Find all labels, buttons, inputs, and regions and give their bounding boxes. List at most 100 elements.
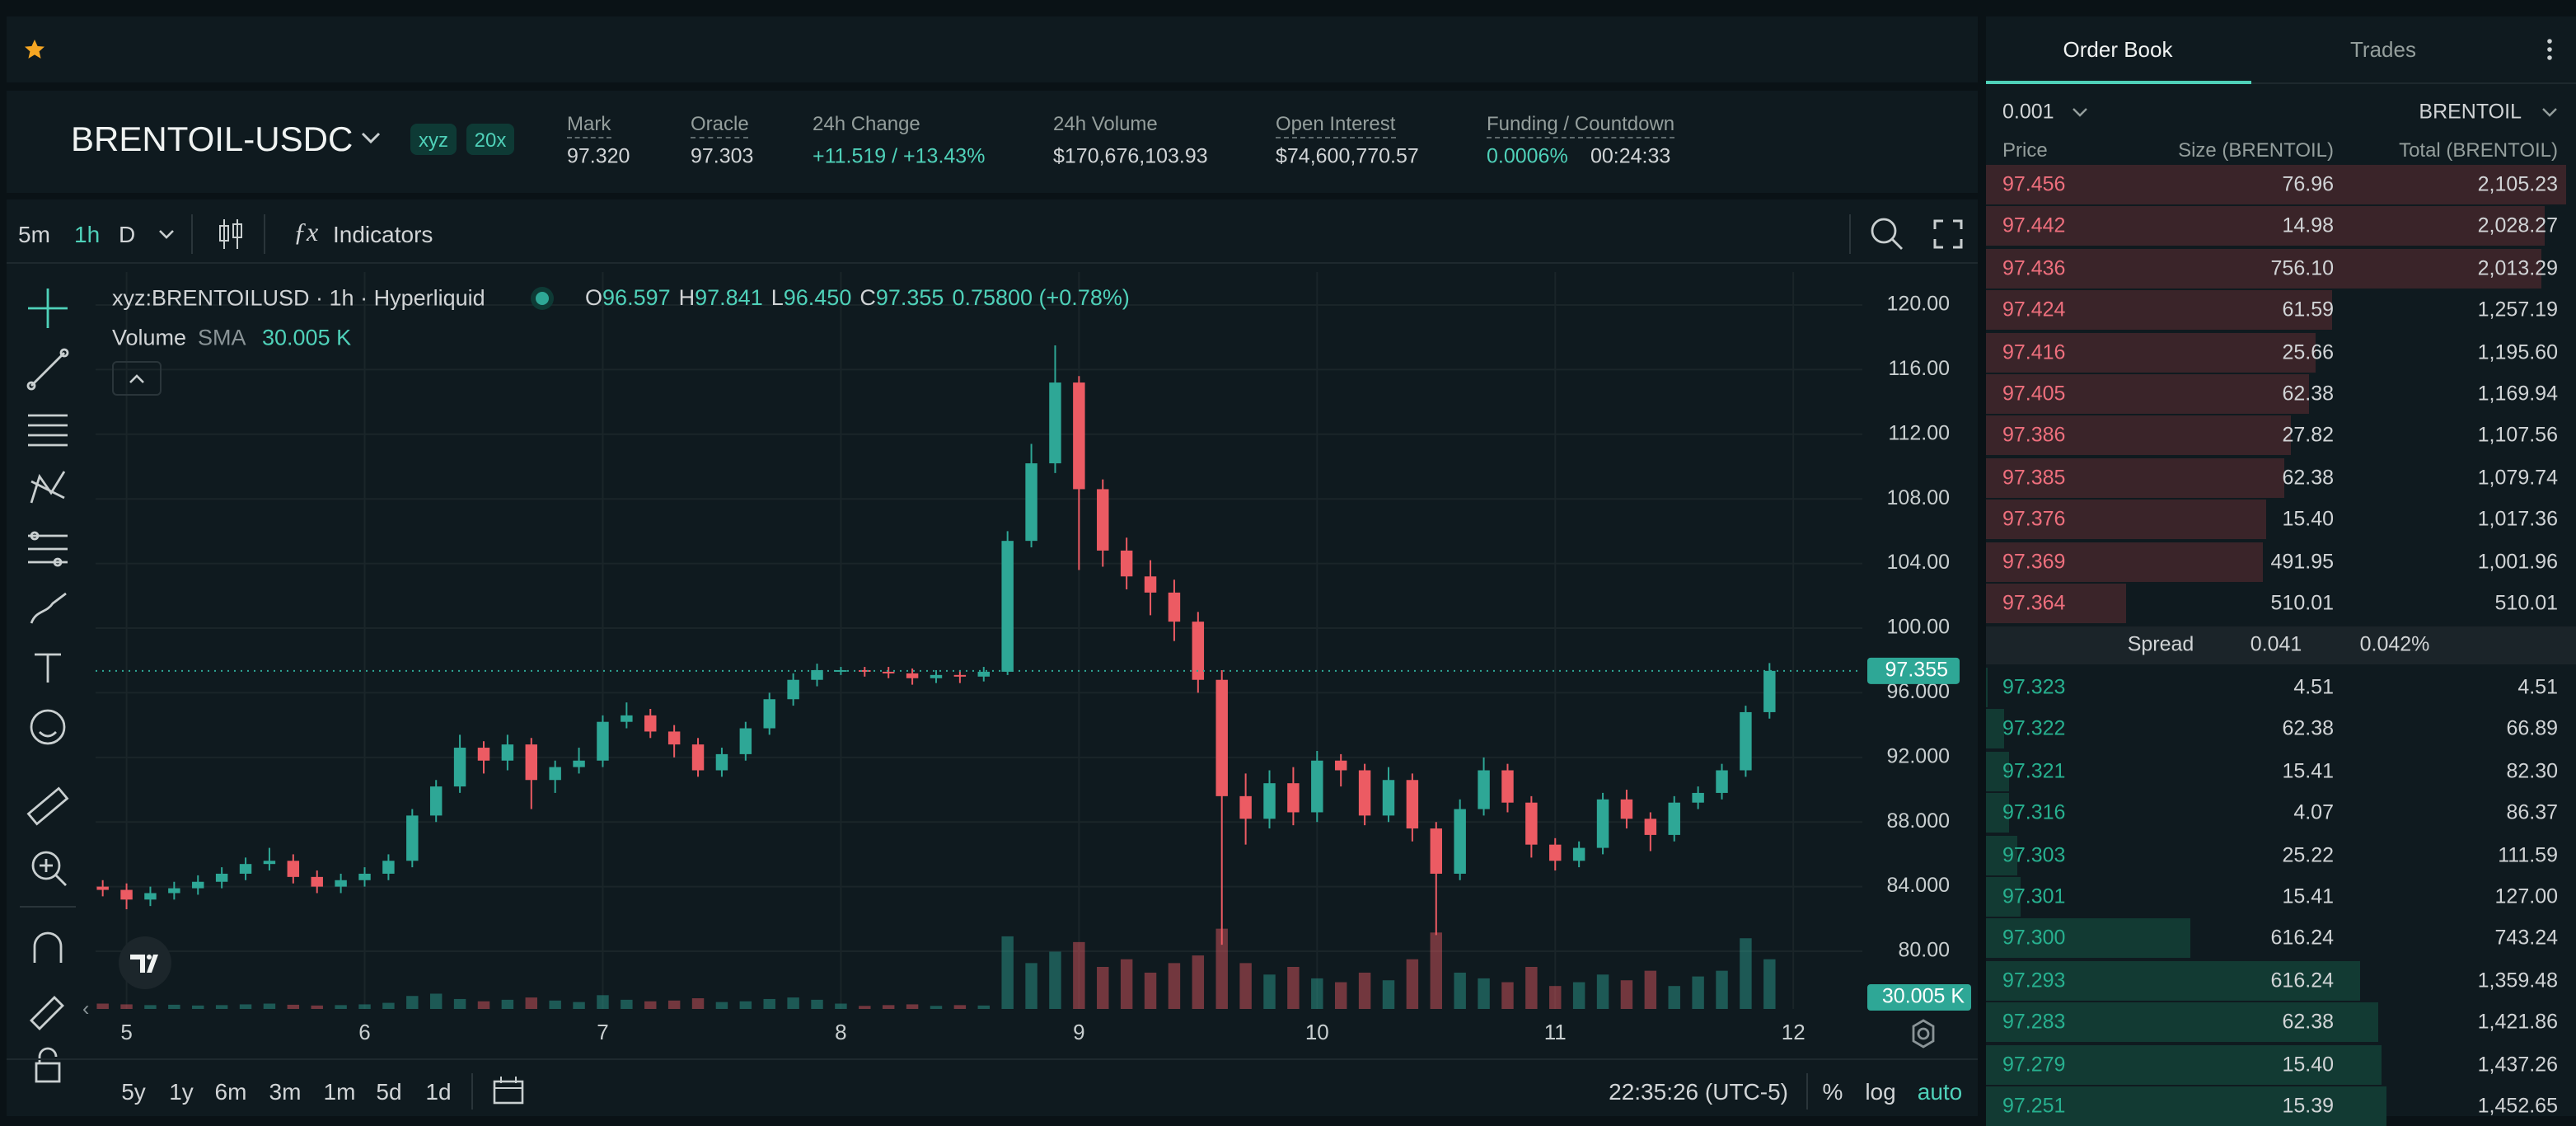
range-button[interactable]: 1d bbox=[425, 1078, 452, 1105]
fib-tool[interactable] bbox=[28, 414, 68, 447]
candle-body bbox=[1454, 809, 1466, 874]
order-size: 15.40 bbox=[2282, 507, 2334, 531]
volume-bar bbox=[1287, 967, 1300, 1009]
scale-option[interactable]: % bbox=[1822, 1078, 1843, 1105]
range-button[interactable]: 5d bbox=[376, 1078, 402, 1105]
candle-body bbox=[1740, 711, 1752, 771]
range-button[interactable]: 1y bbox=[169, 1078, 194, 1105]
candle-body bbox=[477, 748, 490, 761]
volume-bar bbox=[597, 995, 609, 1009]
trendline-tool[interactable] bbox=[26, 348, 69, 391]
chevron[interactable] bbox=[2070, 106, 2090, 119]
legend-value: 97.841 bbox=[695, 285, 763, 310]
order-total: 2,028.27 bbox=[2477, 214, 2558, 238]
chevron[interactable] bbox=[157, 228, 176, 241]
spread-value: 0.041 bbox=[2250, 632, 2302, 656]
candle-body bbox=[691, 744, 705, 771]
zoom-icon[interactable] bbox=[1869, 216, 1905, 252]
order-price: 97.442 bbox=[2002, 214, 2066, 238]
interval[interactable]: D bbox=[119, 221, 136, 247]
y-tick-label: 116.00 bbox=[1888, 357, 1950, 380]
candle-body bbox=[715, 753, 728, 771]
divider bbox=[1806, 1073, 1808, 1110]
depth-bar bbox=[1986, 668, 1988, 707]
order-total: 1,421.86 bbox=[2477, 1010, 2558, 1034]
range-button[interactable]: 1m bbox=[323, 1078, 356, 1105]
candle-body bbox=[1692, 792, 1704, 803]
candle-body bbox=[787, 679, 799, 700]
spread-label: Spread bbox=[2127, 632, 2194, 656]
column-header: Price bbox=[2002, 138, 2048, 162]
x-tick-label: 7 bbox=[597, 1020, 608, 1044]
collapse-arrow[interactable]: ‹ bbox=[82, 997, 90, 1020]
text-tool[interactable] bbox=[35, 653, 61, 683]
menu-icon[interactable] bbox=[2543, 36, 2556, 63]
range-button[interactable]: 6m bbox=[214, 1078, 247, 1105]
volume-bar bbox=[1740, 938, 1752, 1009]
projection-tool[interactable] bbox=[28, 531, 68, 567]
fullscreen-icon[interactable] bbox=[1933, 219, 1963, 249]
tab[interactable]: Trades bbox=[2350, 37, 2416, 62]
volume-bar bbox=[1620, 980, 1633, 1009]
candle-body bbox=[1311, 760, 1323, 813]
zoom-tool[interactable] bbox=[31, 851, 67, 886]
chart-panel bbox=[7, 199, 1978, 1116]
candle-body bbox=[739, 728, 752, 754]
volume-bar bbox=[1763, 959, 1776, 1009]
ohlc-legend: O96.597 H97.841 L96.450 C97.355 0.75800 … bbox=[585, 285, 1130, 310]
pattern-tool[interactable] bbox=[30, 471, 66, 504]
chevron[interactable] bbox=[2540, 106, 2560, 119]
order-row: 97.385 62.38 1,079.74 bbox=[1986, 457, 2576, 498]
indicators-button[interactable]: Indicators bbox=[333, 221, 433, 247]
date-range-icon[interactable] bbox=[491, 1075, 527, 1108]
volume-bar bbox=[382, 1002, 395, 1009]
order-price: 97.376 bbox=[2002, 507, 2066, 531]
magnet-tool[interactable] bbox=[33, 931, 63, 963]
crosshair-tool[interactable] bbox=[28, 289, 68, 328]
ruler-tool[interactable] bbox=[26, 786, 69, 826]
order-size: 4.07 bbox=[2293, 800, 2334, 824]
candle-body bbox=[644, 715, 657, 732]
range-button[interactable]: 5y bbox=[121, 1078, 146, 1105]
lock-tool[interactable] bbox=[35, 1047, 61, 1083]
scale-option[interactable]: log bbox=[1865, 1078, 1896, 1105]
tick-size[interactable]: 0.001 bbox=[2002, 100, 2054, 124]
favorites-bar bbox=[7, 16, 1978, 82]
lock-drawing-tool[interactable] bbox=[30, 996, 64, 1030]
fx-icon[interactable]: ƒx bbox=[293, 219, 319, 247]
divider bbox=[1849, 214, 1851, 254]
volume-bar bbox=[1168, 963, 1181, 1009]
symbol[interactable]: BRENTOIL-USDC bbox=[71, 121, 354, 159]
order-price: 97.456 bbox=[2002, 172, 2066, 196]
order-price: 97.251 bbox=[2002, 1094, 2066, 1118]
order-size: 14.98 bbox=[2282, 214, 2334, 238]
drawing-toolbar bbox=[20, 289, 76, 1083]
order-size: 15.39 bbox=[2282, 1094, 2334, 1118]
star-icon[interactable] bbox=[23, 38, 46, 61]
order-total: 1,195.60 bbox=[2477, 340, 2558, 364]
stat-label: Funding / Countdown bbox=[1487, 112, 1675, 138]
chevron[interactable] bbox=[359, 130, 382, 147]
candle-body bbox=[1644, 819, 1657, 835]
clock: 22:35:26 (UTC-5) bbox=[1609, 1078, 1788, 1105]
volume-bar bbox=[1716, 970, 1728, 1009]
interval[interactable]: 5m bbox=[18, 221, 50, 247]
order-row: 97.321 15.41 82.30 bbox=[1986, 751, 2576, 791]
scale-option[interactable]: auto bbox=[1917, 1078, 1963, 1105]
legend-key: H bbox=[678, 285, 696, 310]
order-size: 491.95 bbox=[2270, 549, 2334, 573]
emoji-tool[interactable] bbox=[30, 709, 66, 745]
order-total: 86.37 bbox=[2506, 800, 2558, 824]
tab[interactable]: Order Book bbox=[2063, 37, 2173, 62]
range-button[interactable]: 3m bbox=[269, 1078, 302, 1105]
collapse-button[interactable] bbox=[112, 361, 162, 396]
order-size: 15.40 bbox=[2282, 1052, 2334, 1076]
candle-icon[interactable] bbox=[216, 216, 246, 252]
tv-logo[interactable] bbox=[117, 935, 173, 991]
volume-bar bbox=[287, 1004, 300, 1009]
interval[interactable]: 1h bbox=[74, 221, 101, 247]
asset-select[interactable]: BRENTOIL bbox=[2419, 100, 2522, 124]
order-total: 1,359.48 bbox=[2477, 969, 2558, 992]
settings-icon[interactable] bbox=[1909, 1019, 1938, 1049]
brush-tool[interactable] bbox=[30, 592, 67, 624]
